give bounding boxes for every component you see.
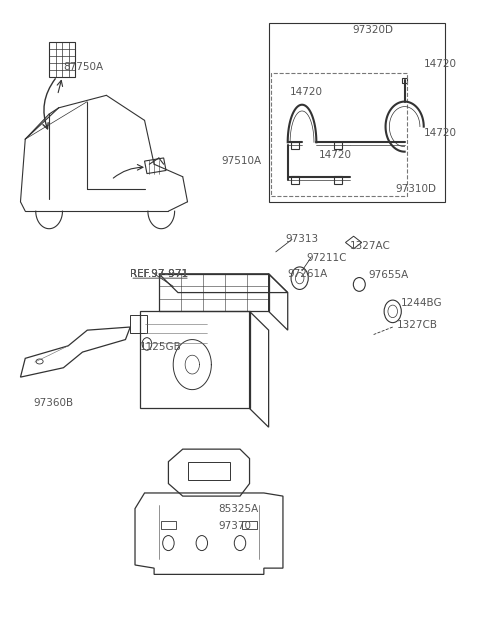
Text: 97313: 97313 xyxy=(285,235,318,244)
Bar xyxy=(291,176,299,184)
Text: 14720: 14720 xyxy=(290,87,323,97)
Text: 14720: 14720 xyxy=(424,59,457,69)
Bar xyxy=(334,142,342,149)
Text: 97655A: 97655A xyxy=(368,270,408,280)
Text: 97510A: 97510A xyxy=(221,156,261,166)
Bar xyxy=(402,78,407,83)
Text: 1327CB: 1327CB xyxy=(396,320,438,330)
Text: 1327AC: 1327AC xyxy=(350,241,391,250)
Text: 85325A: 85325A xyxy=(218,504,259,514)
Text: 97320D: 97320D xyxy=(352,25,393,35)
Text: 97370: 97370 xyxy=(218,521,252,531)
Bar xyxy=(161,521,176,528)
Text: 14720: 14720 xyxy=(319,150,352,160)
Bar xyxy=(49,42,75,77)
Text: 1125GB: 1125GB xyxy=(140,342,181,352)
Bar xyxy=(269,23,445,202)
Bar xyxy=(334,176,342,184)
Bar xyxy=(130,314,147,333)
Text: REF.97-971: REF.97-971 xyxy=(130,269,188,279)
Text: REF.97-971: REF.97-971 xyxy=(130,269,188,279)
Text: 14720: 14720 xyxy=(424,128,457,138)
Text: REF.97-971: REF.97-971 xyxy=(130,269,188,279)
Text: 97310D: 97310D xyxy=(395,184,436,194)
Text: 87750A: 87750A xyxy=(63,62,104,72)
Text: 97261A: 97261A xyxy=(288,269,328,279)
Text: 1244BG: 1244BG xyxy=(401,298,443,308)
Bar xyxy=(291,142,299,149)
Bar xyxy=(188,462,230,481)
Text: 97211C: 97211C xyxy=(307,253,348,263)
Bar xyxy=(271,74,407,196)
Bar xyxy=(242,521,257,528)
Text: 97360B: 97360B xyxy=(34,398,74,408)
